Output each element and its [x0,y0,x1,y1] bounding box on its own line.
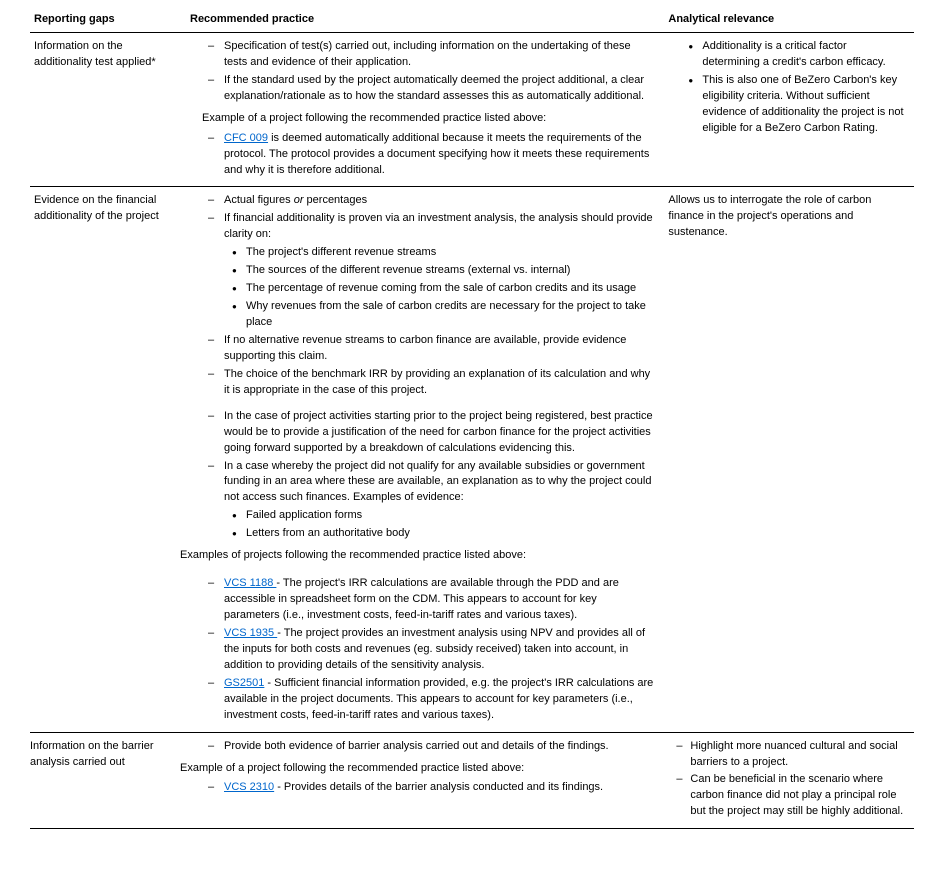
sub-item: Why revenues from the sale of carbon cre… [246,299,654,331]
practice-item: In a case whereby the project did not qu… [224,459,654,507]
practice-item: The choice of the benchmark IRR by provi… [224,367,654,399]
practice-item: Provide both evidence of barrier analysi… [224,739,654,755]
practice-item: Specification of test(s) carried out, in… [224,39,654,71]
practice-item: In the case of project activities starti… [224,409,654,457]
sub-item: Failed application forms [246,508,654,524]
example-item: CFC 009 is deemed automatically addition… [224,131,654,179]
table-row: Information on the barrier analysis carr… [30,732,914,829]
example-heading: Example of a project following the recom… [202,111,654,127]
header-practice: Recommended practice [186,8,664,32]
practice-item: If no alternative revenue streams to car… [224,333,654,365]
table-row: Evidence on the financial additionality … [30,187,914,732]
gap-cell: Evidence on the financial additionality … [30,187,186,732]
relevance-item: Can be beneficial in the scenario where … [690,772,904,820]
examples-heading: Examples of projects following the recom… [180,548,654,564]
relevance-cell: Highlight more nuanced cultural and soci… [664,732,914,829]
relevance-cell: Additionality is a critical factor deter… [664,32,914,187]
gs-2501-link[interactable]: GS2501 [224,677,264,689]
example-item: VCS 2310 - Provides details of the barri… [224,780,654,796]
example-heading: Example of a project following the recom… [180,761,654,777]
example-item: VCS 1188 - The project's IRR calculation… [224,576,654,624]
vcs-1188-link[interactable]: VCS 1188 [224,577,276,589]
practice-item: If financial additionality is proven via… [224,211,654,243]
relevance-item: Highlight more nuanced cultural and soci… [690,739,904,771]
example-text: - Provides details of the barrier analys… [274,781,603,793]
reporting-table: Reporting gaps Recommended practice Anal… [30,8,914,829]
sub-item: Letters from an authoritative body [246,526,654,542]
sub-item: The sources of the different revenue str… [246,263,654,279]
relevance-item: This is also one of BeZero Carbon's key … [702,73,904,137]
practice-cell: Provide both evidence of barrier analysi… [186,732,664,829]
example-text: - The project provides an investment ana… [224,627,645,671]
practice-item: Actual figures or percentages [224,193,654,209]
relevance-item: Additionality is a critical factor deter… [702,39,904,71]
example-text: - Sufficient financial information provi… [224,677,653,721]
example-text: - The project's IRR calculations are ava… [224,577,619,621]
header-relevance: Analytical relevance [664,8,914,32]
text: percentages [303,194,367,206]
example-item: VCS 1935 - The project provides an inves… [224,626,654,674]
cfc-009-link[interactable]: CFC 009 [224,132,268,144]
gap-cell: Information on the additionality test ap… [30,32,186,187]
gap-cell: Information on the barrier analysis carr… [30,732,186,829]
practice-cell: Specification of test(s) carried out, in… [186,32,664,187]
practice-cell: Actual figures or percentages If financi… [186,187,664,732]
vcs-2310-link[interactable]: VCS 2310 [224,781,274,793]
header-gap: Reporting gaps [30,8,186,32]
table-row: Information on the additionality test ap… [30,32,914,187]
relevance-cell: Allows us to interrogate the role of car… [664,187,914,732]
example-text: is deemed automatically additional becau… [224,132,649,176]
example-item: GS2501 - Sufficient financial informatio… [224,676,654,724]
vcs-1935-link[interactable]: VCS 1935 [224,627,277,639]
practice-item: If the standard used by the project auto… [224,73,654,105]
text: Actual figures [224,194,294,206]
sub-item: The percentage of revenue coming from th… [246,281,654,297]
sub-item: The project's different revenue streams [246,245,654,261]
